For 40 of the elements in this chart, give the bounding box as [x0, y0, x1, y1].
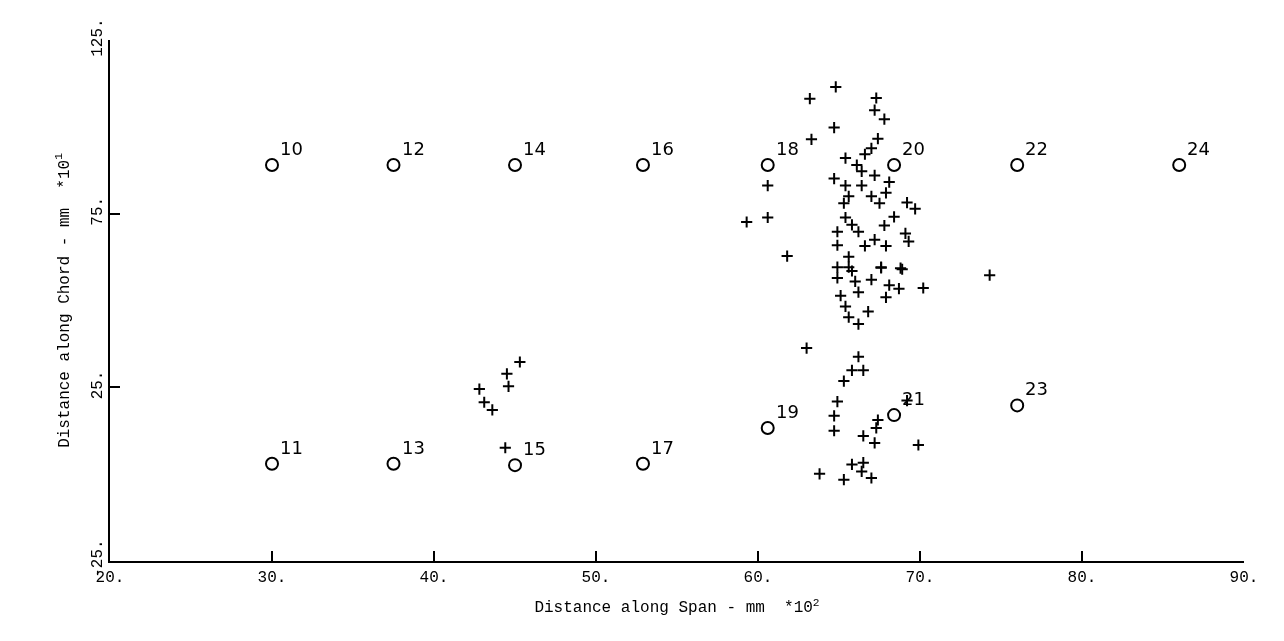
- annotation: 14: [523, 138, 546, 159]
- annotation: 13: [402, 437, 425, 458]
- point: [508, 158, 522, 173]
- annotation: 20: [902, 138, 925, 159]
- annotation: 12: [402, 138, 425, 159]
- annotation: 17: [651, 437, 674, 458]
- annotation: 18: [776, 138, 799, 159]
- x-tick-label: 60.: [743, 569, 773, 588]
- point: [887, 408, 902, 423]
- annotation: 15: [523, 438, 546, 459]
- annotation: 19: [776, 401, 799, 422]
- point: [265, 158, 279, 173]
- x-axis-title: Distance along Span - mm *10$^{2}$: [534, 596, 820, 618]
- point: [760, 158, 775, 173]
- y-tick-label: 75.: [88, 196, 107, 226]
- x-tick-label: 40.: [419, 569, 449, 588]
- x-tick-label: 50.: [581, 569, 611, 588]
- x-tick-label: 80.: [1067, 569, 1097, 588]
- annotation: 23: [1025, 378, 1048, 399]
- point: [1172, 158, 1187, 173]
- y-tick-label: 25.: [88, 370, 107, 400]
- x-tick-label: 30.: [257, 569, 287, 588]
- point: [386, 158, 401, 173]
- x-tick-label: 70.: [905, 569, 935, 588]
- point: [265, 456, 279, 471]
- x-tick-label: 90.: [1229, 569, 1259, 588]
- point: [508, 458, 522, 473]
- point: [1010, 158, 1025, 173]
- annotation: 11: [280, 437, 303, 458]
- point: [760, 420, 775, 435]
- annotation: 22: [1025, 138, 1048, 159]
- point: [386, 456, 401, 471]
- point: [1010, 398, 1025, 413]
- point: [635, 158, 650, 173]
- point: [887, 158, 902, 173]
- point: [635, 456, 650, 471]
- y-tick-label: 125.: [88, 18, 107, 57]
- annotation: 10: [280, 138, 303, 159]
- annotation: 16: [651, 138, 674, 159]
- annotation: 24: [1187, 138, 1210, 159]
